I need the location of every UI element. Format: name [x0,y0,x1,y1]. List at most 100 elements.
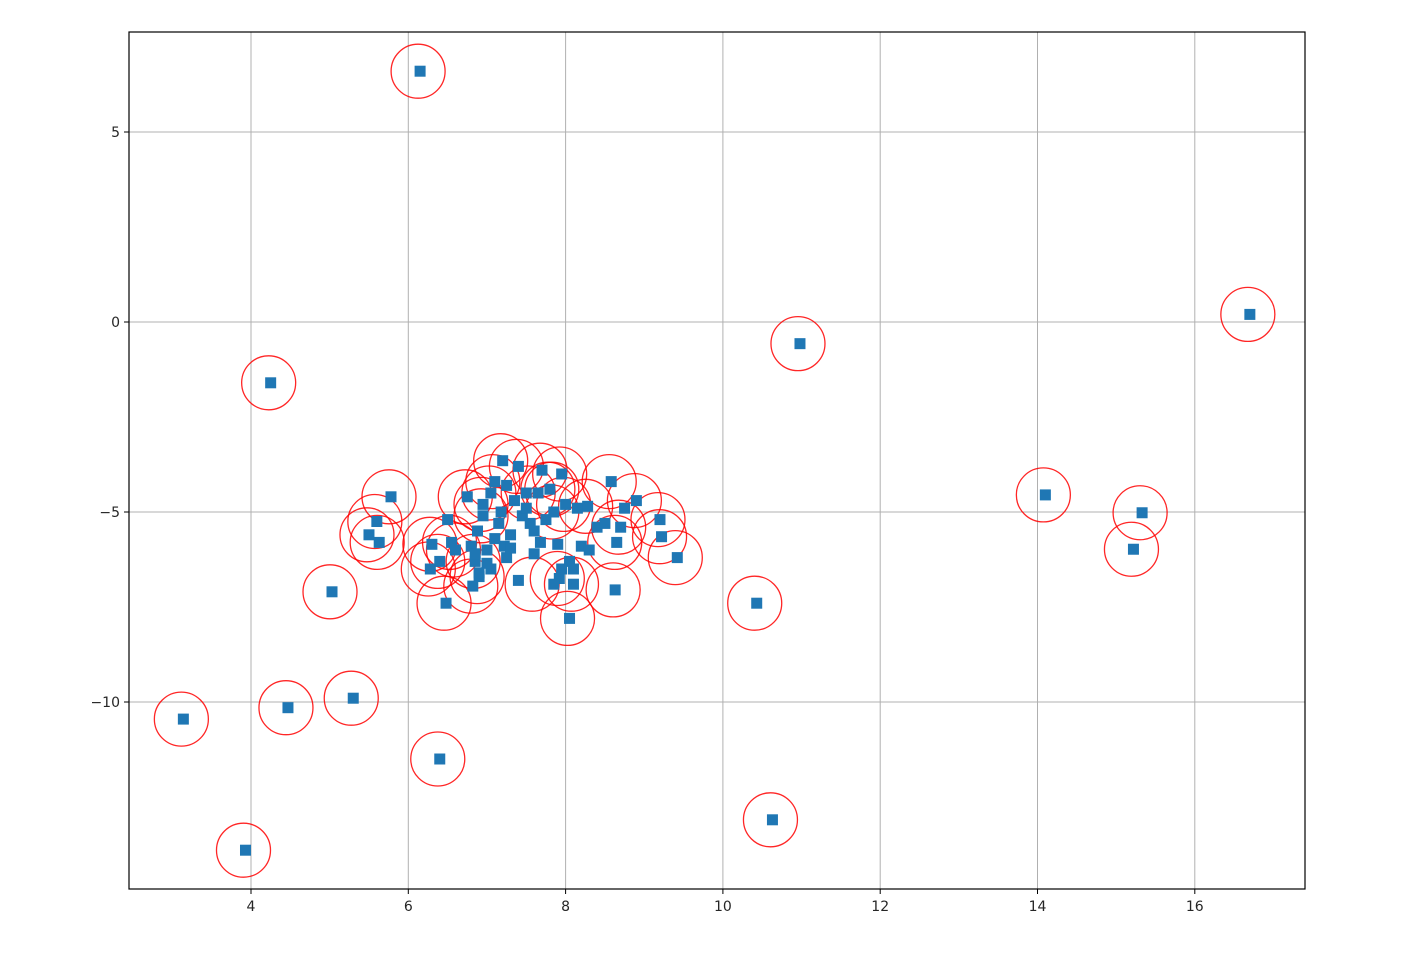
data-point-square [477,498,489,510]
data-point-square [611,536,623,548]
data-point-square [540,514,552,526]
data-point-square [385,491,397,503]
data-point-square [619,502,631,514]
data-point-square [177,713,189,725]
data-point-square [498,540,510,552]
data-point-square [564,612,576,624]
highlight-circle [770,316,826,372]
highlight-circle [241,355,297,411]
data-point-square [556,468,568,480]
data-point-square [473,567,485,579]
data-point-square [481,557,493,569]
data-point-square [347,692,359,704]
axes-frame [128,31,1306,890]
highlight-circle [410,731,466,787]
data-point-square [508,495,520,507]
data-point-square [373,536,385,548]
data-point-square [609,584,621,596]
data-point-square [426,538,438,550]
data-point-square [493,517,505,529]
highlight-circle [215,822,272,878]
data-point-square [671,552,683,564]
data-point-square [1039,489,1051,501]
y-axis-ticks: 5 0 −5 −10 [90,125,129,711]
data-point-square [1244,308,1256,320]
data-point-square [501,479,513,491]
data-point-square [501,552,513,564]
highlight-circle [557,478,614,534]
data-point-square [424,563,436,575]
data-point-square [567,578,579,590]
data-point-square [654,514,666,526]
data-point-square [489,476,501,488]
highlight-circle [742,792,799,848]
highlight-circle [153,691,210,747]
x-tick-label: 10 [714,899,732,915]
data-point-square [442,514,454,526]
data-point-square [239,844,251,856]
x-tick-label: 14 [1029,899,1047,915]
data-point-square [630,495,642,507]
data-point-square [567,563,579,575]
highlight-circle [1103,521,1160,577]
highlight-circle [465,453,521,510]
data-point-square [512,460,524,472]
highlight-circle [323,670,379,726]
data-point-square [505,529,517,541]
data-point-square [548,506,560,518]
highlight-circle [581,453,637,510]
data-point-square [489,533,501,545]
highlight-circle [630,491,686,548]
data-point-square [571,502,583,514]
data-point-square [446,536,458,548]
data-point-square [465,540,477,552]
data-point-square [520,502,532,514]
x-tick-label: 8 [561,899,570,915]
x-tick-label: 4 [247,899,256,915]
data-point-square [524,517,536,529]
data-point-square [461,491,473,503]
data-point-square [1127,543,1139,555]
data-point-square [1136,507,1148,519]
data-points [177,65,1256,856]
data-point-square [583,544,595,556]
data-point-square [512,574,524,586]
data-point-square [766,814,778,826]
data-point-square [528,548,540,560]
data-point-square [552,538,564,550]
data-point-square [469,555,481,567]
x-tick-label: 6 [404,899,413,915]
data-point-square [794,338,806,350]
highlight-circle [453,488,509,544]
data-point-square [469,548,481,560]
data-point-square [615,521,627,533]
data-point-square [556,563,568,575]
highlight-circle [727,575,783,631]
data-point-square [414,65,426,77]
x-axis-ticks: 4 6 8 10 12 14 16 [247,889,1204,915]
data-point-square [485,563,497,575]
x-tick-label: 12 [871,899,889,915]
data-point-square [495,506,507,518]
data-point-square [505,542,517,554]
data-point-square [605,476,617,488]
highlight-circle [585,562,641,618]
data-point-square [560,498,572,510]
highlight-circle [1112,485,1168,541]
data-point-square [548,578,560,590]
y-tick-label: −10 [90,695,120,711]
x-tick-label: 16 [1186,899,1204,915]
data-point-square [528,525,540,537]
data-point-square [497,455,509,467]
y-tick-label: −5 [99,505,120,521]
data-point-square [363,529,375,541]
highlight-circle [349,514,405,571]
data-point-square [440,597,452,609]
y-tick-label: 0 [111,315,120,331]
highlight-circle [302,564,358,620]
data-point-square [265,377,277,389]
data-point-square [544,483,556,495]
data-point-square [751,597,763,609]
